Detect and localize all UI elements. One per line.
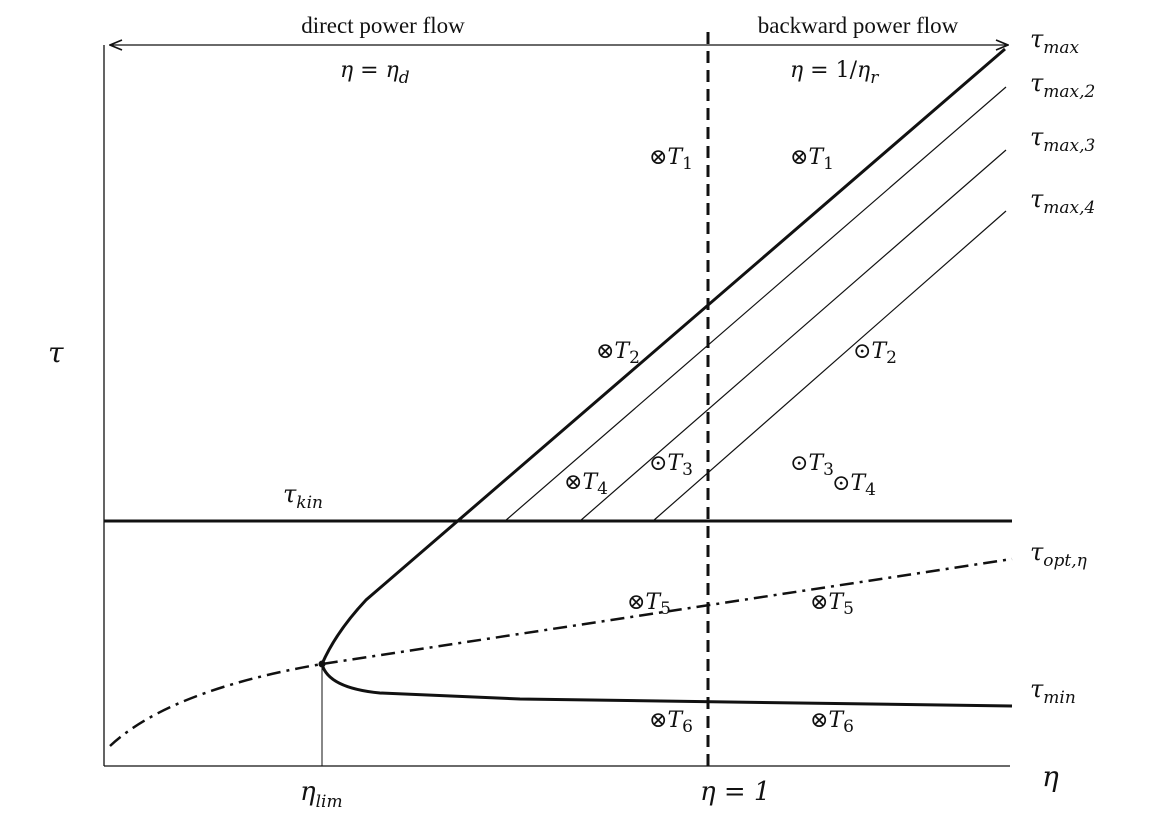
eta-reverse-label: η = 1/ηr bbox=[790, 58, 879, 88]
tau-opt-label: τopt,η bbox=[1030, 538, 1088, 571]
marker-right-t2: ⊙T2 bbox=[853, 339, 897, 368]
marker-right-t5: ⊗T5 bbox=[810, 590, 854, 619]
tau-max-curve bbox=[320, 47, 1006, 665]
marker-right-t3: ⊙T3 bbox=[790, 451, 834, 480]
eta-lim-label: ηlim bbox=[300, 777, 343, 812]
tau-max-4-label: τmax,4 bbox=[1030, 185, 1095, 218]
tau-opt-curve bbox=[109, 557, 1013, 747]
marker-left-t5: ⊗T5 bbox=[627, 590, 671, 619]
marker-right-t1: ⊗T1 bbox=[790, 145, 834, 174]
marker-right-t6: ⊗T6 bbox=[810, 708, 854, 737]
eta-direct-label: η = ηd bbox=[340, 58, 410, 88]
tau-kin-label: τkin bbox=[283, 480, 323, 513]
eta-one-label: η = 1 bbox=[700, 777, 770, 807]
marker-left-t1: ⊗T1 bbox=[649, 145, 693, 174]
backward-power-flow-label: backward power flow bbox=[758, 13, 959, 38]
marker-right-t4: ⊙T4 bbox=[832, 471, 876, 500]
marker-left-t4: ⊗T4 bbox=[564, 470, 608, 499]
y-axis-label: τ bbox=[48, 336, 64, 369]
branch-point bbox=[318, 660, 326, 668]
tau-max-3-label: τmax,3 bbox=[1030, 123, 1095, 156]
marker-left-t3: ⊙T3 bbox=[649, 451, 693, 480]
direct-power-flow-label: direct power flow bbox=[301, 13, 465, 38]
x-axis-label: η bbox=[1042, 760, 1059, 793]
tau-max-2-label: τmax,2 bbox=[1030, 69, 1095, 102]
tau-min-curve bbox=[320, 663, 1013, 708]
tau-max-3-line bbox=[579, 149, 1007, 522]
tau-min-label: τmin bbox=[1030, 675, 1076, 708]
tau-max-4-line bbox=[652, 210, 1007, 522]
tau-max-2-line bbox=[504, 86, 1007, 522]
tau-max-label: τmax bbox=[1030, 25, 1080, 58]
marker-left-t6: ⊗T6 bbox=[649, 708, 693, 737]
marker-left-t2: ⊗T2 bbox=[596, 339, 640, 368]
